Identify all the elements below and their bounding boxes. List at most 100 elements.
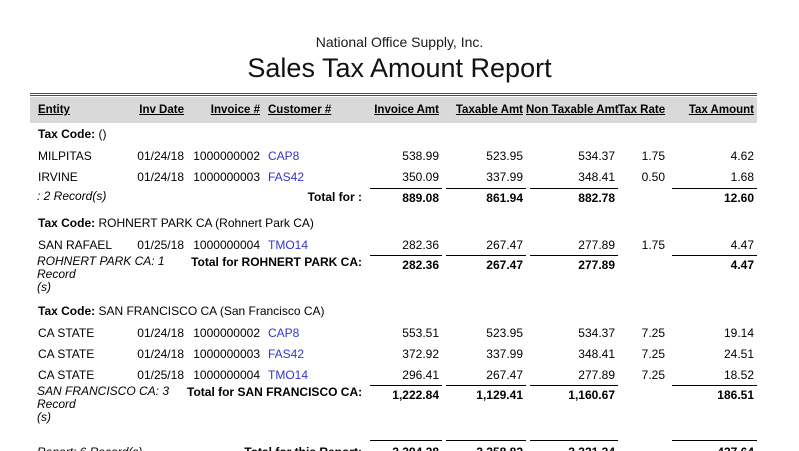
invoice-amt-cell: 372.92 [402,346,439,361]
taxable-amt-cell: 267.47 [486,367,523,382]
total-taxable-amt: 861.94 [446,188,526,205]
taxable-amt-cell: 337.99 [486,169,523,184]
invoice-row: MILPITAS 01/24/18 1000000002 CAP8 538.99… [30,145,757,166]
tax-rate-cell: 1.75 [641,148,665,163]
invoice-row: SAN RAFAEL 01/25/18 1000000004 TMO14 282… [30,234,757,255]
tax-rate-cell: 7.25 [641,346,665,361]
col-header-inv-date[interactable]: Inv Date [139,104,184,116]
entity-cell: CA STATE [38,346,95,361]
total-invoice-amt: 1,222.84 [370,385,442,403]
tax-code-row: Tax Code: () [30,123,757,145]
non-taxable-amt-cell: 534.37 [578,325,615,340]
invoice-row: CA STATE 01/24/18 1000000002 CAP8 553.51… [30,322,757,343]
group-total-row: SAN FRANCISCO CA: 3 Record (s) Total for… [30,385,757,424]
group-total-row: : 2 Record(s) Total for : 889.08 861.94 … [30,187,757,206]
tax-amount-cell: 24.51 [723,346,754,361]
record-count-label: SAN FRANCISCO CA: 3 Record (s) [37,384,170,424]
header-rule [30,93,757,96]
taxable-amt-cell: 337.99 [486,346,523,361]
total-taxable-amt: 1,129.41 [446,385,526,403]
invoice-row: CA STATE 01/25/18 1000000004 TMO14 296.4… [30,364,757,385]
group-total-label: Total for SAN FRANCISCO CA: [187,385,363,399]
total-non-taxable-amt: 277.89 [530,255,618,273]
tax-rate-cell: 1.75 [641,237,665,252]
inv-date-cell: 01/24/18 [137,148,184,163]
invoice-amt-cell: 296.41 [402,367,439,382]
invoice-number-cell: 1000000004 [193,367,260,382]
report-total-invoice-amt: 2,394.28 [370,440,442,451]
col-header-taxable-amt[interactable]: Taxable Amt [455,104,523,116]
total-invoice-amt: 889.08 [370,188,442,205]
record-count-label: : 2 Record(s) [37,189,107,203]
tax-amount-cell: 18.52 [723,367,754,382]
report-total-non-taxable-amt: 2,321.34 [530,440,618,451]
col-header-customer[interactable]: Customer # [268,104,332,116]
group-total-label: Total for : [307,189,362,204]
group-total-row: ROHNERT PARK CA: 1 Record (s) Total for … [30,255,757,294]
inv-date-cell: 01/25/18 [137,237,184,252]
customer-link[interactable]: TMO14 [268,367,309,382]
non-taxable-amt-cell: 348.41 [578,169,615,184]
tax-code-row: Tax Code: ROHNERT PARK CA (Rohnert Park … [30,212,757,234]
entity-cell: SAN RAFAEL [38,237,113,252]
non-taxable-amt-cell: 348.41 [578,346,615,361]
inv-date-cell: 01/24/18 [137,346,184,361]
invoice-number-cell: 1000000004 [193,237,260,252]
report-total-label: Total for this Report: [187,436,366,451]
invoice-number-cell: 1000000002 [193,148,260,163]
inv-date-cell: 01/24/18 [137,169,184,184]
invoice-number-cell: 1000000002 [193,325,260,340]
total-non-taxable-amt: 1,160.67 [530,385,618,403]
total-tax-amount: 186.51 [672,385,757,403]
customer-link[interactable]: CAP8 [268,325,300,340]
col-header-invoice-no[interactable]: Invoice # [210,104,260,116]
non-taxable-amt-cell: 277.89 [578,237,615,252]
customer-link[interactable]: CAP8 [268,148,300,163]
col-header-non-taxable-amt[interactable]: Non Taxable Amt [526,104,619,116]
total-tax-amount: 12.60 [672,188,757,205]
invoice-amt-cell: 553.51 [402,325,439,340]
non-taxable-amt-cell: 534.37 [578,148,615,163]
report-total-row: Report: 6 Record(s) Total for this Repor… [30,436,757,451]
page-title: Sales Tax Amount Report [247,53,552,83]
customer-link[interactable]: FAS42 [268,346,305,361]
tax-amount-cell: 1.68 [730,169,754,184]
report-total-taxable-amt: 2,258.82 [446,440,526,451]
col-header-tax-amount[interactable]: Tax Amount [688,104,754,116]
col-header-tax-rate[interactable]: Tax Rate [618,104,666,116]
tax-code-label: Tax Code: [38,304,96,318]
invoice-amt-cell: 538.99 [402,148,439,163]
tax-amount-cell: 19.14 [723,325,754,340]
tax-rate-cell: 7.25 [641,325,665,340]
taxable-amt-cell: 267.47 [486,237,523,252]
entity-cell: MILPITAS [38,148,92,163]
entity-cell: CA STATE [38,367,95,382]
column-header-row: Entity Inv Date Invoice # Customer # Inv… [30,97,757,123]
taxable-amt-cell: 523.95 [486,325,523,340]
taxable-amt-cell: 523.95 [486,148,523,163]
company-name: National Office Supply, Inc. [315,34,484,50]
customer-link[interactable]: FAS42 [268,169,305,184]
tax-code-row: Tax Code: SAN FRANCISCO CA (San Francisc… [30,300,757,322]
total-tax-amount: 4.47 [672,255,757,273]
tax-amount-cell: 4.62 [730,148,754,163]
customer-link[interactable]: TMO14 [268,237,309,252]
tax-code-label: Tax Code: [38,127,96,141]
tax-code-label: Tax Code: [38,216,96,230]
inv-date-cell: 01/24/18 [137,325,184,340]
invoice-row: CA STATE 01/24/18 1000000003 FAS42 372.9… [30,343,757,364]
entity-cell: IRVINE [38,169,78,184]
tax-rate-cell: 0.50 [641,169,665,184]
tax-code-value: ROHNERT PARK CA (Rohnert Park CA) [98,216,314,230]
col-header-invoice-amt[interactable]: Invoice Amt [374,104,439,116]
total-non-taxable-amt: 882.78 [530,188,618,205]
tax-code-value: () [98,127,107,141]
col-header-entity[interactable]: Entity [38,104,70,116]
total-invoice-amt: 282.36 [370,255,442,273]
invoice-amt-cell: 282.36 [402,237,439,252]
invoice-number-cell: 1000000003 [193,169,260,184]
report-table: Entity Inv Date Invoice # Customer # Inv… [30,97,757,451]
invoice-number-cell: 1000000003 [193,346,260,361]
tax-amount-cell: 4.47 [730,237,754,252]
